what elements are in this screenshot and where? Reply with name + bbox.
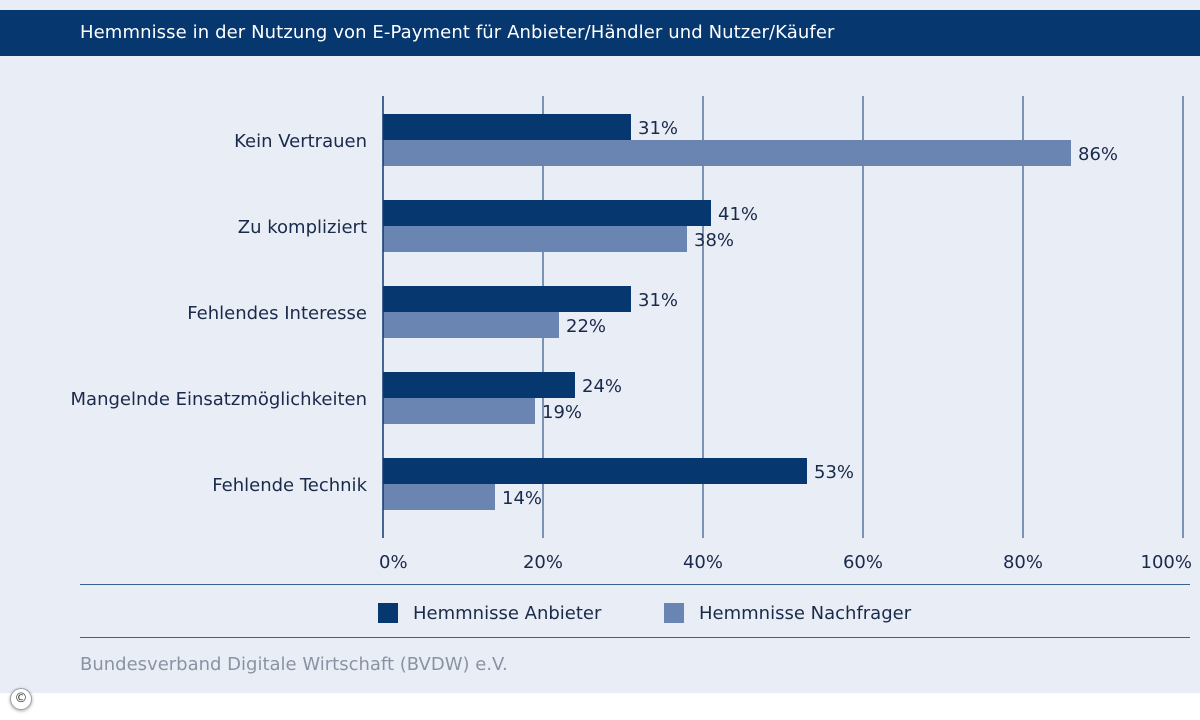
divider-top xyxy=(80,584,1190,585)
data-label: 38% xyxy=(694,230,734,251)
category-label: Kein Vertrauen xyxy=(234,131,367,152)
bar xyxy=(383,458,807,484)
data-label: 86% xyxy=(1078,144,1118,165)
data-label: 31% xyxy=(638,290,678,311)
source-note: Bundesverband Digitale Wirtschaft (BVDW)… xyxy=(80,654,508,675)
bar xyxy=(383,114,631,140)
data-label: 14% xyxy=(502,488,542,509)
bar xyxy=(383,226,687,252)
bar-chart: Kein Vertrauen 31% 86% Zu kompliziert 41% 38%… xyxy=(71,96,1192,573)
category-label: Fehlende Technik xyxy=(212,475,367,496)
tick-label: 60% xyxy=(843,552,883,573)
copyright-icon: © xyxy=(10,688,32,710)
legend-swatch-nachfrager xyxy=(664,603,684,623)
legend-item-nachfrager: Hemmnisse Nachfrager xyxy=(664,601,911,625)
bar xyxy=(383,312,559,338)
chart-title: Hemmnisse in der Nutzung von E-Payment f… xyxy=(80,22,835,43)
tick-label: 80% xyxy=(1003,552,1043,573)
legend-label-anbieter: Hemmnisse Anbieter xyxy=(413,602,602,624)
bar xyxy=(383,372,575,398)
tick-label: 20% xyxy=(523,552,563,573)
divider-bottom xyxy=(80,637,1190,638)
bar xyxy=(383,484,495,510)
bar xyxy=(383,200,711,226)
bar xyxy=(383,140,1071,166)
tick-label: 100% xyxy=(1141,552,1192,573)
legend-label-nachfrager: Hemmnisse Nachfrager xyxy=(699,602,912,624)
category-label: Zu kompliziert xyxy=(238,217,367,238)
data-label: 41% xyxy=(718,204,758,225)
tick-label: 40% xyxy=(683,552,723,573)
category-label: Fehlendes Interesse xyxy=(187,303,367,324)
category-label: Mangelnde Einsatzmöglichkeiten xyxy=(71,389,367,410)
title-bar: Hemmnisse in der Nutzung von E-Payment f… xyxy=(0,10,1200,56)
data-label: 19% xyxy=(542,402,582,423)
bar xyxy=(383,286,631,312)
data-label: 24% xyxy=(582,376,622,397)
bar xyxy=(383,398,535,424)
data-label: 22% xyxy=(566,316,606,337)
tick-label: 0% xyxy=(379,552,408,573)
data-label: 53% xyxy=(814,462,854,483)
data-label: 31% xyxy=(638,118,678,139)
legend-item-anbieter: Hemmnisse Anbieter xyxy=(378,601,601,625)
legend-swatch-anbieter xyxy=(378,603,398,623)
